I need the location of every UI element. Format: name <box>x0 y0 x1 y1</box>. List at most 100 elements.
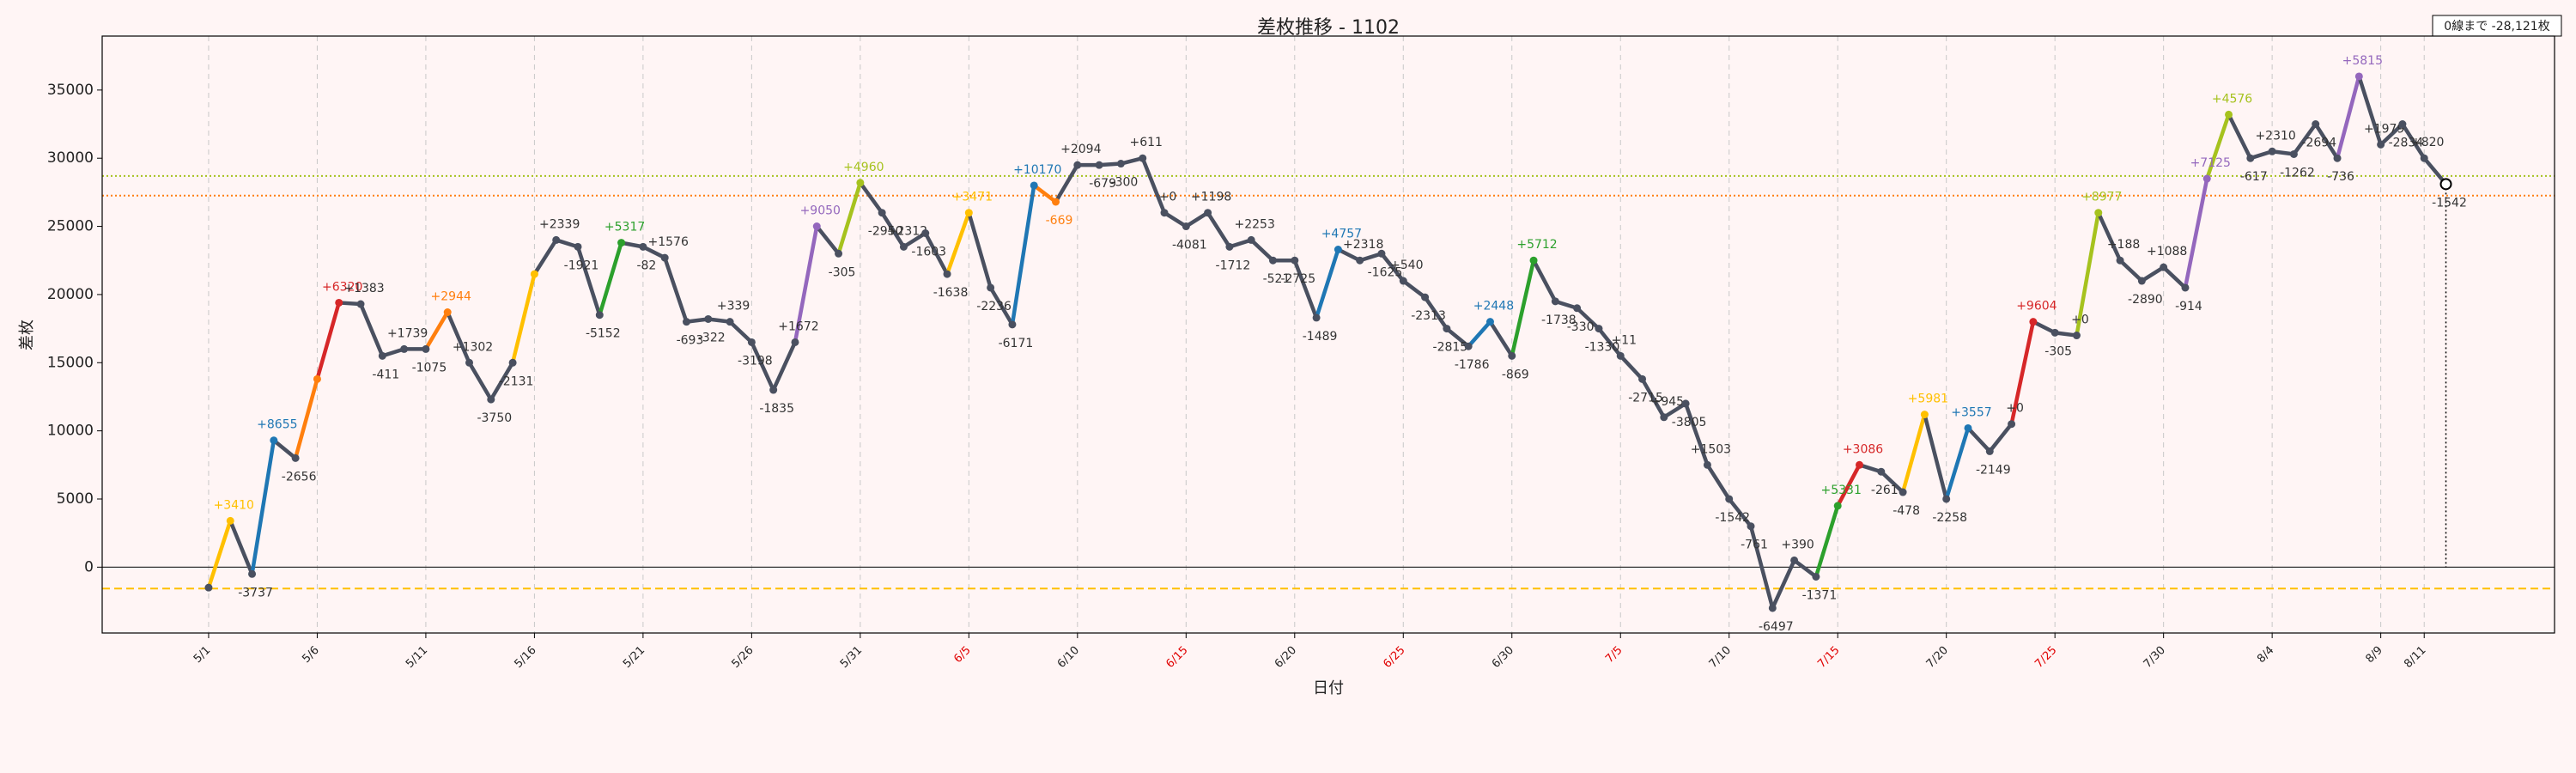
delta-label: +188 <box>2107 238 2140 252</box>
line-segment <box>815 224 841 256</box>
line-segment <box>1575 306 1601 331</box>
data-point <box>1638 374 1647 383</box>
data-point <box>1877 467 1886 476</box>
data-point <box>2398 120 2407 129</box>
line-segment <box>750 340 775 393</box>
delta-label: +540 <box>1390 259 1423 272</box>
line-segment <box>1510 258 1536 358</box>
delta-label: +2094 <box>1060 143 1101 156</box>
data-point <box>487 395 495 404</box>
delta-label: +945 <box>1651 395 1684 409</box>
delta-label: +611 <box>1129 136 1162 149</box>
delta-label: +3410 <box>214 498 254 512</box>
line-segment <box>1206 210 1232 249</box>
data-point <box>443 308 452 317</box>
delta-label: +1302 <box>453 340 493 354</box>
line-segment <box>1140 155 1167 215</box>
line-segment <box>2117 258 2144 283</box>
data-point <box>291 453 300 462</box>
line-segment <box>771 340 798 393</box>
line-segment <box>445 310 471 365</box>
delta-label: -478 <box>1893 504 1920 518</box>
line-segment <box>967 210 993 290</box>
chart-title: 差枚推移 - 1102 <box>1257 17 1400 39</box>
line-segment <box>1444 326 1471 349</box>
delta-label: -1542 <box>2432 196 2467 210</box>
line-segment <box>2379 122 2405 147</box>
data-point <box>1399 277 1407 285</box>
data-point <box>2439 178 2452 191</box>
line-segment <box>879 210 906 249</box>
line-segment <box>1336 247 1362 263</box>
data-point <box>1160 209 1169 217</box>
delta-label: -300 <box>1111 176 1139 190</box>
line-segment <box>2183 176 2209 290</box>
data-point <box>1095 161 1103 169</box>
line-segment <box>1965 426 1992 453</box>
delta-label: +5331 <box>1821 484 1862 497</box>
line-segment <box>1923 412 1948 502</box>
delta-label: -521 <box>1263 272 1291 286</box>
line-segment <box>1944 426 1971 502</box>
line-segment <box>923 231 950 277</box>
data-point <box>726 318 734 326</box>
line-segment <box>2357 74 2383 147</box>
delta-label: -736 <box>2327 170 2354 184</box>
delta-label: +7125 <box>2190 156 2231 170</box>
line-segment <box>598 240 623 317</box>
line-segment <box>988 285 1015 327</box>
line-segment <box>1596 326 1623 358</box>
data-point <box>1008 320 1017 329</box>
line-segment <box>1792 558 1819 579</box>
delta-label: +1088 <box>2147 245 2187 259</box>
line-segment <box>1249 238 1275 263</box>
line-segment <box>945 210 971 277</box>
delta-label: -330 <box>1567 320 1595 334</box>
data-point <box>1790 556 1799 564</box>
data-point <box>2333 154 2342 162</box>
line-segment <box>836 180 863 256</box>
data-point <box>270 436 278 445</box>
delta-label: +0 <box>2006 402 2024 416</box>
delta-label: -1638 <box>933 286 969 300</box>
data-point <box>2289 149 2298 158</box>
data-point <box>1464 342 1473 350</box>
line-segment <box>250 438 276 576</box>
data-point <box>2246 154 2255 162</box>
line-segment <box>1423 295 1449 331</box>
delta-label: -669 <box>1046 214 1073 228</box>
delta-label: -261 <box>1871 484 1899 497</box>
delta-label: -6171 <box>999 337 1034 350</box>
delta-label: -1786 <box>1455 358 1490 372</box>
data-point <box>943 270 951 278</box>
line-segment <box>1662 401 1688 420</box>
delta-label: -869 <box>1502 368 1529 381</box>
delta-label: -1921 <box>564 259 599 272</box>
data-point <box>508 358 517 367</box>
data-point <box>1833 502 1842 510</box>
line-segment <box>1401 278 1427 300</box>
data-point <box>335 298 343 307</box>
line-segment <box>358 301 385 358</box>
y-tick-label: 0 <box>84 558 94 575</box>
data-point <box>812 222 821 231</box>
line-segment <box>858 180 884 215</box>
delta-label: -305 <box>829 265 856 279</box>
line-segment <box>1771 558 1796 611</box>
delta-label: +9604 <box>2016 300 2057 313</box>
y-tick-label: 5000 <box>57 490 94 508</box>
delta-label: -2656 <box>282 470 317 484</box>
data-point <box>2116 256 2124 265</box>
data-point <box>1573 304 1582 313</box>
data-point <box>2268 147 2276 155</box>
line-segment <box>2009 320 2036 426</box>
delta-label: +5317 <box>605 221 645 234</box>
delta-label: -411 <box>372 368 399 381</box>
delta-label: +820 <box>2411 136 2444 149</box>
delta-label: -2834 <box>2389 137 2424 150</box>
delta-label: -1712 <box>1216 259 1251 272</box>
delta-label: +8655 <box>257 418 297 432</box>
data-point <box>1551 297 1559 306</box>
line-segment <box>1879 469 1905 495</box>
